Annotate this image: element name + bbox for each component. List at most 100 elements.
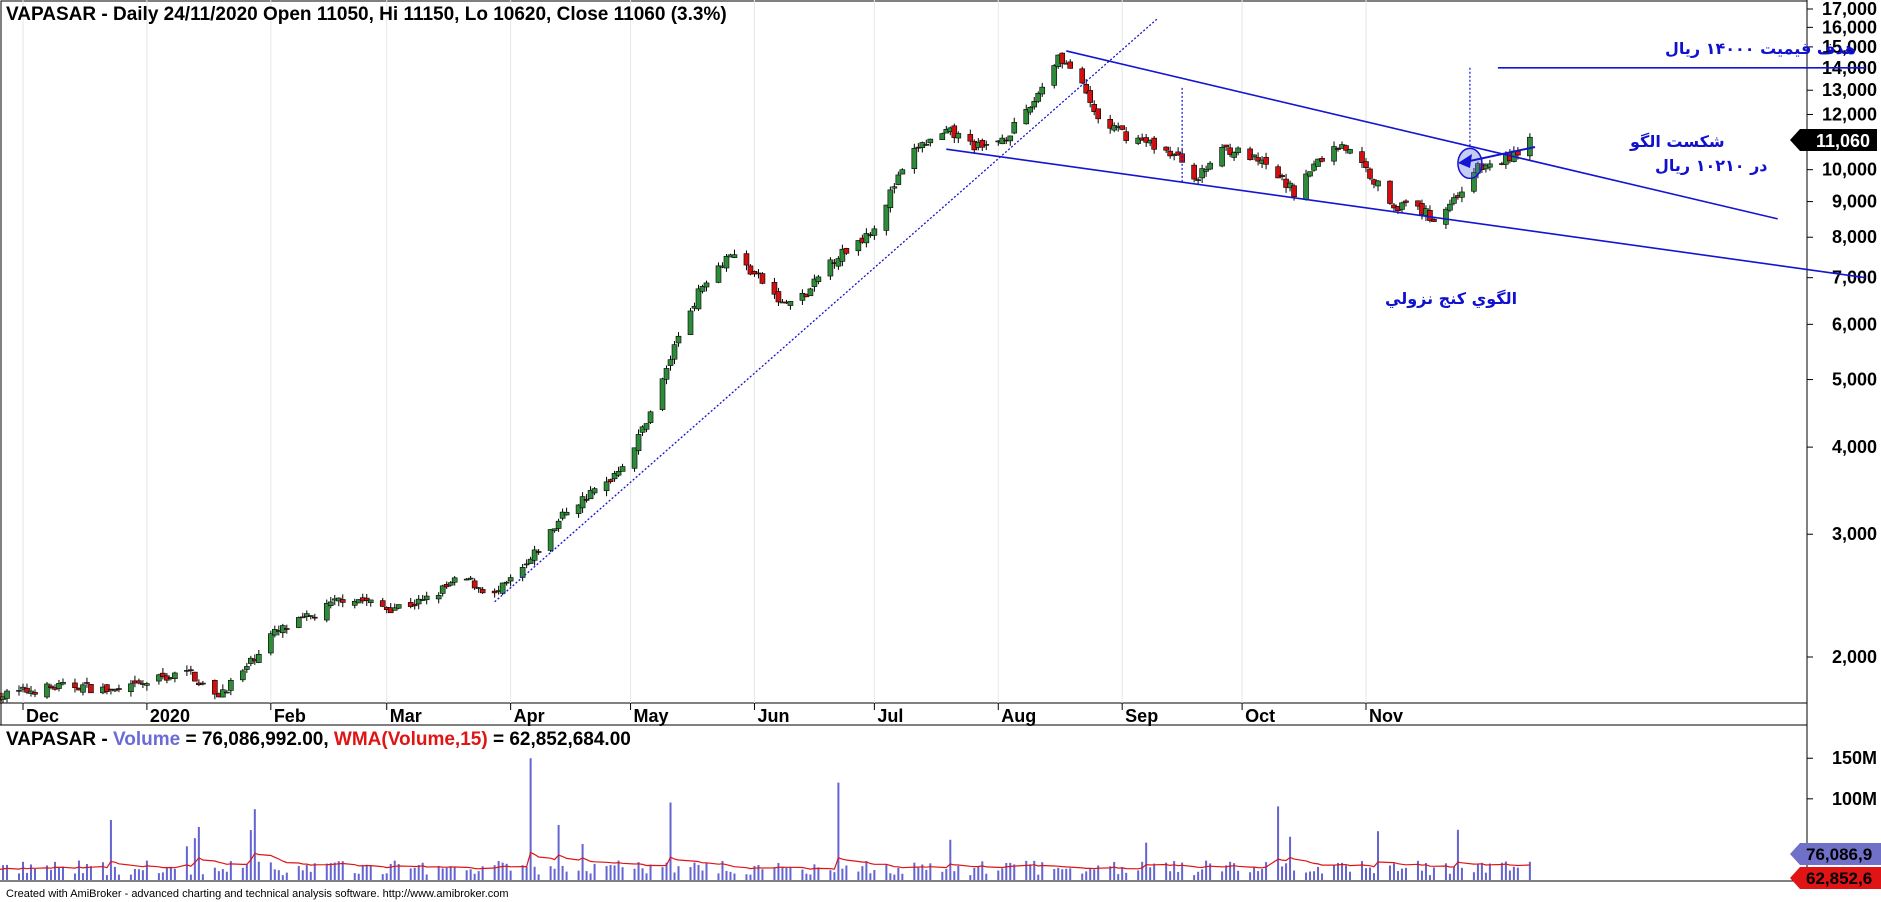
candle (731, 249, 738, 259)
candle (1143, 134, 1149, 147)
volume-bar (301, 870, 304, 880)
last-volume-label: 76,086,9 (1806, 845, 1872, 864)
candle (883, 204, 890, 236)
candle (244, 662, 250, 673)
volume-bar (365, 864, 368, 880)
volume-bar (297, 865, 300, 880)
volume-bar (689, 867, 692, 880)
candle (1107, 114, 1113, 134)
candle (671, 341, 678, 365)
candle (579, 492, 586, 513)
volume-bar (1341, 862, 1344, 880)
volume-bar (81, 873, 84, 880)
volume-bar (1416, 860, 1419, 880)
volume-bar (18, 873, 21, 880)
volume-bar (409, 868, 412, 880)
volume-bar (613, 865, 616, 880)
volume-bar (1472, 872, 1475, 880)
candle (471, 578, 478, 591)
volume-bar (901, 873, 904, 880)
volume-bar (1169, 871, 1172, 880)
volume-bar (1209, 863, 1212, 880)
wma-title-label: WMA(Volume,15) (334, 729, 488, 750)
y-tick-label-7000: 7,000 (1832, 268, 1877, 288)
candle (439, 584, 446, 597)
volume-bar (389, 863, 392, 880)
volume-bar (977, 866, 980, 880)
candle (299, 612, 306, 619)
volume-bar (1237, 870, 1240, 880)
volume-bar (1029, 864, 1032, 880)
candle (1255, 152, 1261, 166)
volume-bar (985, 873, 988, 880)
volume-bar (353, 873, 356, 880)
volume-bar (917, 867, 920, 880)
volume-bar (645, 873, 648, 880)
candle (24, 683, 30, 695)
volume-bar (565, 871, 568, 880)
y-tick-label-4000: 4,000 (1832, 437, 1877, 457)
volume-bar (501, 862, 504, 880)
candle (491, 588, 498, 598)
y-tick-label-2000: 2,000 (1832, 647, 1877, 667)
candle (1031, 97, 1038, 110)
volume-bar (841, 868, 844, 880)
volume-bar (1117, 874, 1120, 880)
candle (327, 596, 334, 609)
volume-bar (1420, 870, 1423, 880)
volume-bar (981, 861, 984, 880)
candle (927, 138, 934, 147)
candle (1175, 147, 1181, 156)
candle (128, 680, 134, 697)
candle (535, 549, 542, 555)
candle (56, 679, 62, 692)
volume-bar (1388, 865, 1391, 880)
volume-bar (441, 868, 444, 880)
candle (1023, 104, 1030, 125)
candle (355, 599, 362, 604)
candle (815, 274, 822, 285)
volume-bar (257, 861, 260, 880)
candle (1035, 91, 1042, 104)
candle (1119, 125, 1125, 131)
y-tick-label-3000: 3,000 (1832, 524, 1877, 544)
volume-bar (1528, 861, 1531, 880)
candle (531, 545, 538, 566)
candle (323, 599, 330, 623)
volume-bar (45, 865, 48, 880)
candle (1335, 147, 1341, 152)
volume-bar (217, 871, 220, 880)
wedge-trendlines (494, 17, 1866, 603)
volume-bar (1057, 867, 1060, 880)
volume-bar (129, 874, 132, 880)
x-tick-label-2020: 2020 (150, 706, 190, 726)
volume-bar (421, 862, 424, 880)
volume-bar (333, 862, 336, 880)
candle (104, 684, 110, 695)
volume-bar (2, 865, 5, 880)
volume-bar (221, 869, 224, 880)
trendline-rising-support (494, 17, 1159, 603)
trendline-lower-wedge (946, 148, 1866, 279)
volume-bar (445, 867, 448, 880)
volume-bar (61, 866, 64, 880)
volume-bar (677, 866, 680, 880)
volume-bar (1333, 864, 1336, 880)
candle (1219, 144, 1225, 168)
breakout-arrow-shaft (1464, 146, 1536, 163)
volume-bar (1448, 873, 1451, 880)
candle (999, 134, 1006, 145)
volume-bar (1125, 872, 1128, 880)
x-tick-label-nov: Nov (1369, 706, 1403, 726)
candle (771, 277, 778, 299)
volume-bar (77, 860, 80, 880)
wma-title-value: = 62,852,684.00 (488, 729, 631, 750)
volume-bar (533, 866, 536, 880)
candle (423, 591, 430, 605)
volume-bar (809, 874, 812, 880)
volume-bar (397, 864, 400, 880)
volume-bar (1484, 872, 1487, 880)
volume-bar (673, 872, 676, 880)
candle (435, 592, 442, 604)
volume-bar (897, 867, 900, 880)
